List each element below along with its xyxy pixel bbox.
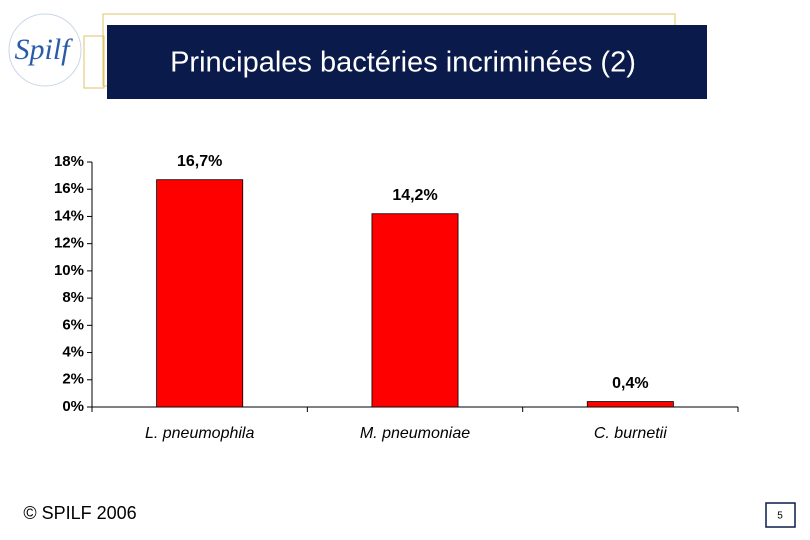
y-tick-label: 10%: [54, 262, 84, 279]
y-tick-label: 12%: [54, 235, 84, 252]
bar: [586, 401, 674, 408]
title-decoration: [83, 35, 105, 89]
x-tick-label: C. burnetii: [594, 425, 667, 442]
y-tick-label: 14%: [54, 207, 84, 224]
y-tick-label: 4%: [62, 344, 84, 361]
bar: [371, 213, 459, 408]
value-label: 0,4%: [612, 375, 648, 392]
value-label: 16,7%: [177, 153, 222, 170]
x-tick-label: M. pneumoniae: [360, 425, 470, 442]
x-tick-label: L. pneumophila: [145, 425, 255, 442]
y-tick-label: 2%: [62, 371, 84, 388]
y-tick-label: 0%: [62, 398, 84, 415]
y-tick-label: 18%: [54, 153, 84, 170]
value-label: 14,2%: [392, 187, 437, 204]
y-tick-label: 16%: [54, 180, 84, 197]
bar: [156, 179, 244, 408]
page-number: 5: [777, 511, 783, 522]
y-tick-label: 8%: [62, 289, 84, 306]
logo: Spilf: [14, 33, 73, 66]
footer: © SPILF 2006: [23, 503, 136, 523]
chart-title: Principales bactéries incriminées (2): [170, 47, 636, 79]
y-tick-label: 6%: [62, 316, 84, 333]
logo-ring: [8, 13, 82, 87]
page-number-box: [765, 502, 796, 528]
title-box: [107, 25, 707, 99]
